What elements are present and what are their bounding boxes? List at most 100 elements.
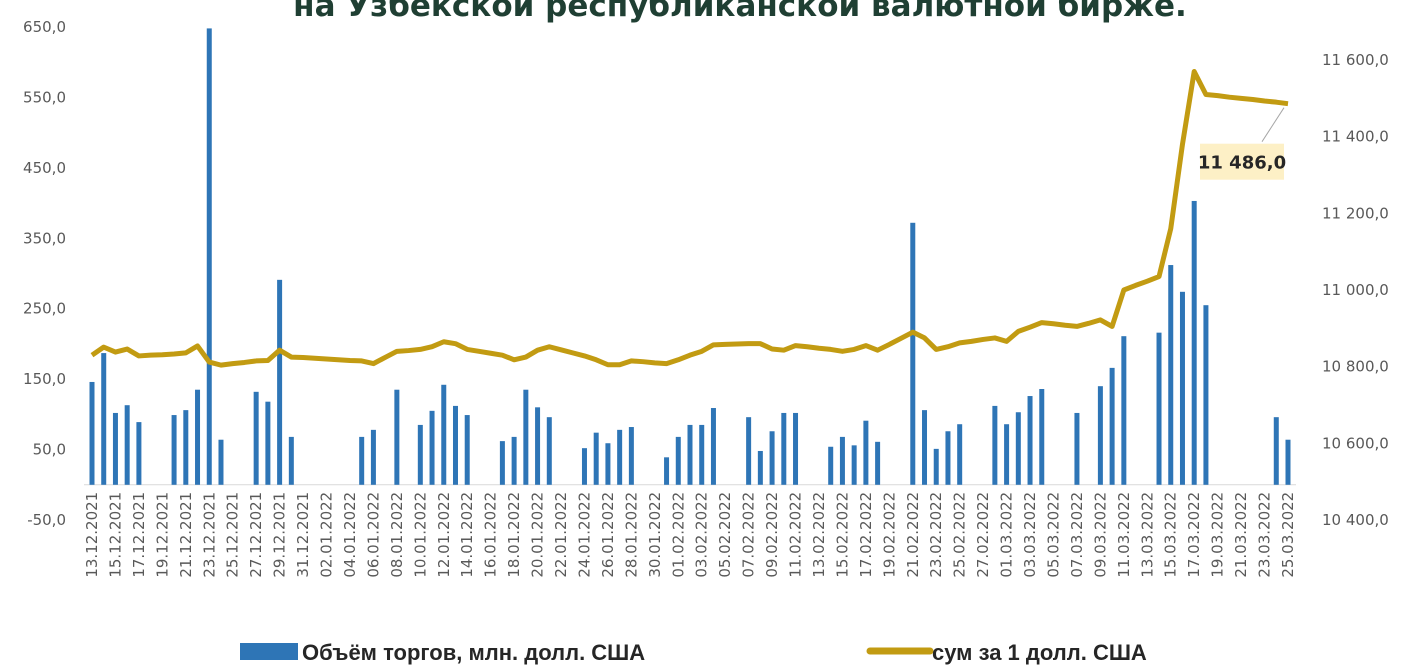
- bar: [288, 436, 294, 485]
- x-tick-label: 13.03.2022: [1138, 492, 1156, 578]
- x-tick-label: 25.12.2021: [224, 492, 242, 578]
- x-tick-label: 12.01.2022: [435, 492, 453, 578]
- bar: [265, 401, 271, 485]
- y-tick-label: -50,0: [27, 511, 66, 529]
- x-tick-label: 19.12.2021: [153, 492, 171, 578]
- bar: [593, 432, 599, 485]
- bar: [933, 448, 939, 485]
- y-tick-label: 250,0: [23, 300, 66, 318]
- x-tick-label: 21.12.2021: [177, 492, 195, 578]
- x-tick-label: 17.02.2022: [857, 492, 875, 578]
- bar: [1015, 412, 1021, 485]
- y-tick-label: 350,0: [23, 229, 66, 247]
- x-tick-label: 19.02.2022: [880, 492, 898, 578]
- y2-tick-label: 11 400,0: [1322, 128, 1389, 146]
- x-tick-label: 27.02.2022: [974, 492, 992, 578]
- x-tick-label: 03.03.2022: [1021, 492, 1039, 578]
- bar: [605, 443, 611, 485]
- bar: [1097, 386, 1103, 485]
- bar: [546, 417, 552, 485]
- bar: [464, 415, 470, 485]
- x-tick-label: 09.02.2022: [763, 492, 781, 578]
- y2-tick-label: 10 600,0: [1322, 434, 1389, 452]
- bar: [277, 279, 283, 485]
- bar: [89, 381, 95, 485]
- bar: [793, 412, 799, 485]
- bar: [1203, 305, 1209, 485]
- bar: [499, 441, 505, 485]
- bar: [628, 427, 634, 485]
- bar: [370, 429, 376, 485]
- leader-line: [1261, 107, 1285, 142]
- x-tick-label: 05.02.2022: [716, 492, 734, 578]
- y-tick-label: 550,0: [23, 88, 66, 106]
- data-label: 11 486,0: [1198, 153, 1286, 174]
- bar: [1156, 332, 1162, 485]
- x-tick-label: 28.01.2022: [622, 492, 640, 578]
- bar: [581, 448, 587, 485]
- x-tick-label: 13.02.2022: [810, 492, 828, 578]
- x-tick-label: 23.12.2021: [200, 492, 218, 578]
- x-tick-label: 08.01.2022: [388, 492, 406, 578]
- y-tick-label: 150,0: [23, 370, 66, 388]
- x-tick-label: 01.03.2022: [998, 492, 1016, 578]
- x-tick-label: 11.03.2022: [1115, 492, 1133, 578]
- x-tick-label: 30.01.2022: [646, 492, 664, 578]
- y2-tick-label: 11 600,0: [1322, 51, 1389, 69]
- data-label-box: [1200, 143, 1284, 180]
- bar: [699, 424, 705, 485]
- x-tick-label: 24.01.2022: [575, 492, 593, 578]
- bar: [1004, 424, 1010, 485]
- bar: [769, 431, 775, 485]
- y2-tick-label: 10 800,0: [1322, 358, 1389, 376]
- bar: [1109, 367, 1115, 485]
- legend-label: сум за 1 долл. США: [932, 640, 1147, 665]
- x-tick-label: 02.01.2022: [318, 492, 336, 578]
- x-tick-label: 25.03.2022: [1279, 492, 1297, 578]
- x-tick-label: 22.01.2022: [552, 492, 570, 578]
- bar: [171, 415, 177, 485]
- bar: [417, 424, 423, 485]
- bar: [839, 436, 845, 485]
- bar: [112, 412, 118, 485]
- line: [90, 69, 1289, 368]
- bar: [675, 436, 681, 485]
- bar: [206, 28, 212, 485]
- bar: [1039, 389, 1045, 485]
- bar: [828, 446, 834, 485]
- x-tick-label: 18.01.2022: [505, 492, 523, 578]
- x-tick-label: 16.01.2022: [482, 492, 500, 578]
- bar: [1191, 200, 1197, 485]
- bar: [664, 457, 670, 485]
- y2-tick-label: 11 000,0: [1322, 281, 1389, 299]
- bar: [757, 450, 763, 485]
- bar: [523, 389, 529, 485]
- x-tick-label: 20.01.2022: [529, 492, 547, 578]
- x-tick-label: 01.02.2022: [669, 492, 687, 578]
- bar: [101, 353, 107, 485]
- x-tick-label: 03.02.2022: [693, 492, 711, 578]
- x-tick-label: 05.03.2022: [1044, 492, 1062, 578]
- x-tick-label: 19.03.2022: [1209, 492, 1227, 578]
- bar: [957, 424, 963, 485]
- y2-tick-label: 11 200,0: [1322, 204, 1389, 222]
- chart-title: на Узбекской республиканской валютной би…: [293, 0, 1187, 24]
- y-tick-label: 50,0: [33, 441, 66, 459]
- y-tick-label: 450,0: [23, 159, 66, 177]
- x-tick-label: 06.01.2022: [364, 492, 382, 578]
- x-tick-label: 14.01.2022: [458, 492, 476, 578]
- x-tick-label: 23.02.2022: [927, 492, 945, 578]
- bar: [617, 429, 623, 485]
- bar: [1121, 336, 1127, 485]
- x-tick-label: 21.03.2022: [1232, 492, 1250, 578]
- x-tick-label: 09.03.2022: [1091, 492, 1109, 578]
- bar: [394, 389, 400, 485]
- x-tick-label: 17.12.2021: [130, 492, 148, 578]
- bar: [1074, 412, 1080, 485]
- bar: [195, 389, 201, 485]
- x-tick-label: 13.12.2021: [83, 492, 101, 578]
- y2-tick-label: 10 400,0: [1322, 511, 1389, 529]
- bar: [124, 405, 130, 485]
- x-tick-label: 29.12.2021: [271, 492, 289, 578]
